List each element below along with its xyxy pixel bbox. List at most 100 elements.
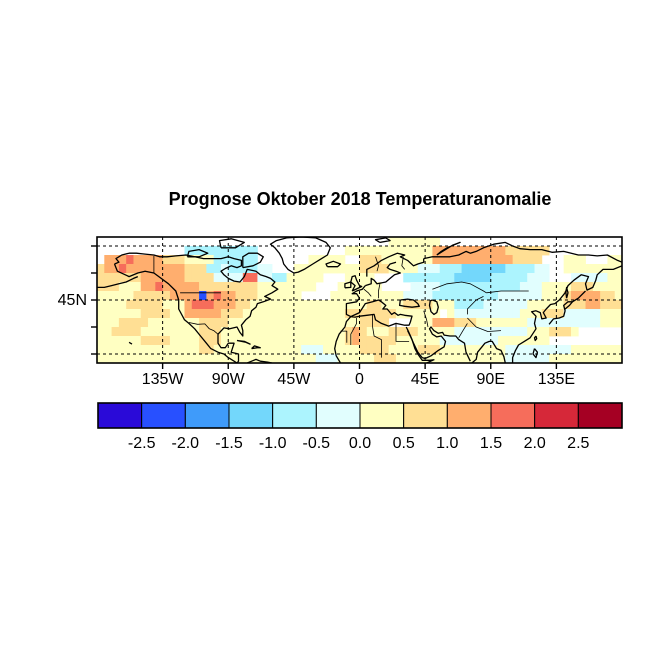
grid-cell [425, 255, 433, 265]
grid-cell [191, 291, 200, 301]
grid-cell [155, 345, 164, 355]
grid-cell [162, 318, 171, 328]
grid-cell [519, 246, 528, 256]
grid-cell [519, 300, 528, 310]
grid-cell [250, 345, 258, 355]
grid-cell [505, 327, 514, 337]
grid-cell [315, 318, 324, 328]
grid-cell [570, 264, 579, 274]
grid-cell [527, 291, 535, 301]
grid-cell [184, 336, 193, 346]
grid-cell [483, 318, 492, 328]
grid-cell [118, 345, 127, 355]
grid-cell [330, 318, 339, 328]
colorbar-segment [534, 402, 579, 429]
grid-cell [366, 318, 375, 328]
grid-cell [425, 246, 433, 256]
grid-cell [578, 300, 586, 310]
grid-cell [454, 318, 462, 328]
grid-cell [323, 336, 331, 346]
grid-cell [308, 354, 317, 363]
grid-cell [191, 264, 200, 274]
grid-cell [111, 327, 120, 337]
grid-cell [614, 291, 622, 301]
colorbar-segment [359, 402, 405, 429]
grid-cell [323, 327, 331, 337]
grid-cell [483, 291, 492, 301]
grid-cell [410, 237, 419, 247]
grid-cell [279, 300, 287, 310]
grid-cell [257, 318, 266, 328]
grid-cell [454, 255, 462, 265]
coastline [365, 261, 401, 287]
colorbar-label: -1.0 [259, 435, 287, 452]
grid-cell [301, 345, 309, 355]
grid-cell [498, 300, 506, 310]
grid-cell [250, 327, 258, 337]
grid-cell [308, 264, 317, 274]
grid-cell [220, 345, 229, 355]
grid-cell [352, 282, 360, 292]
grid-cell [425, 291, 433, 301]
grid-cell [344, 318, 353, 328]
grid-cell [592, 282, 601, 292]
grid-cell [104, 354, 112, 363]
grid-cell [308, 273, 317, 283]
grid-cell [206, 273, 215, 283]
grid-cell [541, 291, 550, 301]
grid-cell [425, 327, 433, 337]
border-line [378, 283, 381, 299]
grid-cell [118, 282, 127, 292]
grid-cell [498, 246, 506, 256]
grid-cell [417, 318, 426, 328]
grid-cell [461, 282, 470, 292]
grid-cell [220, 273, 229, 283]
grid-cell [468, 327, 477, 337]
grid-cell [498, 255, 506, 265]
grid-cell [286, 354, 295, 363]
grid-cell [286, 336, 295, 346]
grid-cell [293, 300, 302, 310]
grid-cell [410, 327, 419, 337]
grid-cell [490, 264, 499, 274]
grid-cell [177, 273, 185, 283]
grid-cell [220, 300, 229, 310]
grid-cell [250, 255, 258, 265]
grid-cell [264, 309, 273, 319]
grid-cell [191, 300, 200, 310]
grid-cell [505, 255, 514, 265]
grid-cell [228, 309, 236, 319]
grid-cell [498, 327, 506, 337]
grid-cell [213, 255, 222, 265]
coastline [405, 326, 471, 362]
grid-cell [162, 327, 171, 337]
grid-cell [395, 237, 404, 247]
grid-cell [374, 300, 382, 310]
grid-cell [301, 300, 309, 310]
grid-cell [410, 354, 419, 363]
grid-cell [140, 318, 149, 328]
grid-cell [366, 327, 375, 337]
grid-cell [534, 345, 543, 355]
border-line [466, 296, 484, 315]
grid-cell [228, 264, 236, 274]
grid-cell [403, 237, 411, 247]
grid-cell [250, 246, 258, 256]
x-tick-label: 90E [477, 371, 505, 388]
grid-cell [556, 282, 565, 292]
grid-cell [191, 327, 200, 337]
country-borders [153, 255, 529, 358]
grid-cell [490, 300, 499, 310]
grid-cell [315, 327, 324, 337]
grid-cell [468, 264, 477, 274]
grid-cell [410, 345, 419, 355]
grid-cell [585, 309, 594, 319]
grid-cell [461, 318, 470, 328]
grid-cell [126, 255, 134, 265]
grid-cell [242, 291, 251, 301]
grid-cell [439, 255, 448, 265]
grid-cell [97, 291, 105, 301]
grid-cell [235, 291, 244, 301]
grid-cell [220, 318, 229, 328]
colorbar [97, 402, 623, 429]
